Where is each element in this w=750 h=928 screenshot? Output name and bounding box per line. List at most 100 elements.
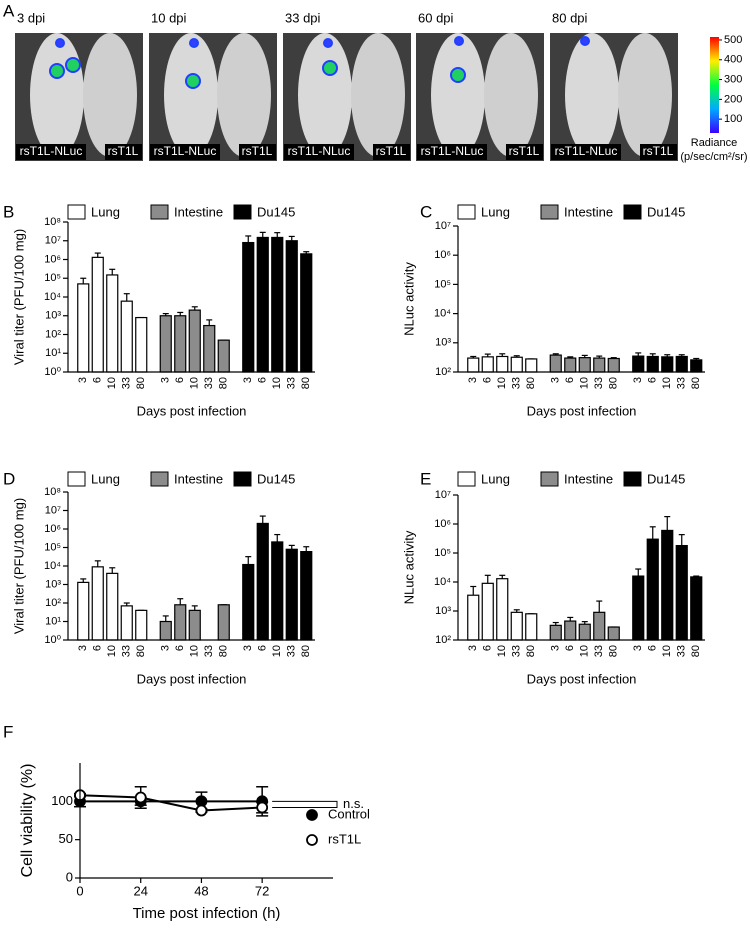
bar [661,356,674,373]
legend-swatch [150,204,169,220]
signal [454,36,464,46]
x-tick-label: 33 [286,645,298,657]
x-tick-label: 33 [676,645,688,657]
x-axis-label: Days post infection [527,671,637,686]
label-bg [239,144,276,160]
y-tick-label: 10⁷ [45,235,61,247]
x-tick-label: 6 [92,645,104,651]
x-tick-label: 80 [608,377,620,389]
colorbar [710,37,719,133]
x-tick-label: 10 [189,645,201,657]
label-bg [16,144,86,160]
x-tick-label: 6 [92,377,104,383]
bar [578,357,591,373]
legend-marker [306,809,318,821]
bar [564,357,577,373]
signal [55,38,65,48]
bar [159,315,172,373]
y-tick-label: 10⁵ [434,278,451,290]
y-tick-label: 10⁷ [435,489,451,501]
label-bg [105,144,142,160]
mouse [164,33,218,157]
y-tick-label: 10¹ [45,615,61,627]
bar [135,316,148,373]
x-tick-label: 72 [255,883,269,898]
image-title: 80 dpi [552,10,588,25]
panel-letter: F [3,722,13,741]
x-tick-label: 10 [661,377,673,389]
legend-label: rsT1L [328,831,361,846]
x-tick-label: 6 [564,645,576,651]
label-bg [284,144,354,160]
colorbar-unit: (p/sec/cm²/sr) [680,151,747,163]
image-title: 60 dpi [418,10,454,25]
bar [481,356,494,373]
bar [661,529,674,641]
x-tick-label: 80 [218,377,230,389]
x-tick-label: 10 [661,645,673,657]
label-bg [640,144,677,160]
x-tick-label: 3 [632,377,644,383]
legend-label: Intestine [174,471,223,486]
bar [91,566,104,641]
x-tick-label: 3 [632,645,644,651]
x-tick-label: 33 [203,645,215,657]
x-tick-label: 33 [121,377,133,389]
x-axis-label: Days post infection [137,671,247,686]
signal [49,63,65,79]
y-tick-label: 10⁴ [434,308,451,320]
image-label: rsT1L-NLuc [20,144,83,158]
x-tick-label: 33 [511,645,523,657]
y-axis-label: Viral titer (PFU/100 mg) [11,498,26,634]
bar [159,620,172,641]
x-tick-label: 3 [242,645,254,651]
mouse [217,33,271,157]
x-tick-label: 33 [593,645,605,657]
y-axis-label: Viral titer (PFU/100 mg) [11,229,26,365]
y-axis-label: NLuc activity [401,530,416,604]
x-tick-label: 10 [496,645,508,657]
panel-letter: B [3,202,14,221]
image-label: rsT1L [643,144,674,158]
signal [65,57,81,73]
legend-label: Du145 [647,204,685,219]
mouse [618,33,672,157]
y-tick-label: 10⁰ [44,634,61,646]
marker [195,804,208,817]
y-tick-label: 10³ [45,578,61,590]
image-title: 3 dpi [17,10,45,25]
x-tick-label: 80 [690,377,702,389]
y-tick-label: 10⁴ [44,291,61,303]
x-tick-label: 33 [203,377,215,389]
x-tick-label: 10 [579,645,591,657]
bar [91,256,104,373]
annotation: n.s. [343,796,364,811]
mouse [83,33,137,157]
signal [185,73,201,89]
bar [467,594,480,641]
x-tick-label: 10 [106,645,118,657]
signal [322,60,338,76]
bar [285,240,298,373]
legend-label: Lung [481,471,510,486]
y-tick-label: 10¹ [45,347,61,359]
bar [607,626,620,641]
bar [496,578,509,641]
y-tick-label: 0 [66,869,73,884]
x-tick-label: 33 [286,377,298,389]
y-tick-label: 10⁵ [44,541,61,553]
x-tick-label: 80 [525,377,537,389]
x-tick-label: 6 [257,377,269,383]
image-label: rsT1L-NLuc [421,144,484,158]
x-axis-label: Days post infection [527,403,637,418]
x-axis-label: Time post infection (h) [133,905,281,922]
x-tick-label: 0 [76,883,83,898]
bar [271,541,284,641]
bar [690,359,703,373]
bar [242,563,255,641]
legend-swatch [233,204,252,220]
x-tick-label: 33 [593,377,605,389]
image-label: rsT1L-NLuc [288,144,351,158]
bar [467,357,480,373]
bar [646,355,659,373]
